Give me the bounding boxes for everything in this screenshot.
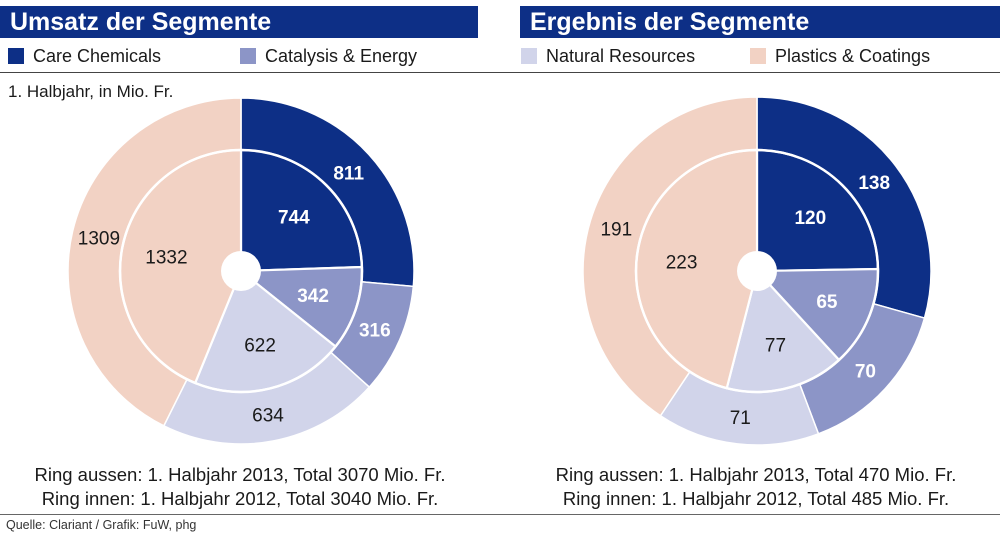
outer-label-care-chemicals-right: 138 — [858, 173, 890, 194]
inner-label-plastics-coatings-left: 1332 — [145, 247, 187, 268]
legend-swatch-natural-resources — [521, 48, 537, 64]
inner-label-catalysis-energy-left: 342 — [297, 286, 329, 307]
ring-note-outer-left: Ring aussen: 1. Halbjahr 2013, Total 307… — [34, 464, 446, 485]
donut-hole-right — [737, 251, 777, 291]
outer-label-catalysis-energy-right: 70 — [855, 361, 876, 382]
chart-title-right: Ergebnis der Segmente — [520, 6, 1000, 38]
inner-ring-outline-right — [634, 148, 880, 394]
legend-item-catalysis-energy: Catalysis & Energy — [240, 45, 417, 67]
inner-label-plastics-coatings-right: 223 — [666, 252, 698, 273]
outer-label-care-chemicals-left: 811 — [333, 164, 364, 185]
outer-label-natural-resources-right: 71 — [730, 408, 751, 429]
top-divider — [0, 72, 1000, 73]
inner-label-care-chemicals-left: 744 — [278, 207, 310, 228]
donut-hole-left — [221, 251, 261, 291]
legend-label-care-chemicals: Care Chemicals — [33, 45, 162, 66]
inner-ring-outline-left — [118, 148, 364, 394]
inner-label-natural-resources-left: 622 — [244, 336, 276, 357]
legend-swatch-plastics-coatings — [750, 48, 766, 64]
legend-label-catalysis-energy: Catalysis & Energy — [265, 45, 418, 66]
ring-notes-left: Ring aussen: 1. Halbjahr 2013, Total 307… — [20, 463, 460, 511]
ring-note-inner-right: Ring innen: 1. Halbjahr 2012, Total 485 … — [562, 488, 950, 509]
outer-label-plastics-coatings-left: 1309 — [78, 229, 120, 250]
ring-notes-right: Ring aussen: 1. Halbjahr 2013, Total 470… — [536, 463, 976, 511]
legend-item-plastics-coatings: Plastics & Coatings — [750, 45, 930, 67]
source-note: Quelle: Clariant / Grafik: FuW, phg — [6, 518, 197, 532]
legend-item-natural-resources: Natural Resources — [521, 45, 695, 67]
outer-label-catalysis-energy-left: 316 — [359, 321, 391, 342]
outer-label-plastics-coatings-right: 191 — [600, 219, 632, 240]
chart-subtitle: 1. Halbjahr, in Mio. Fr. — [8, 82, 174, 101]
legend-item-care-chemicals: Care Chemicals — [8, 45, 161, 67]
outer-label-natural-resources-left: 634 — [252, 406, 284, 427]
legend-swatch-care-chemicals — [8, 48, 24, 64]
ring-note-outer-right: Ring aussen: 1. Halbjahr 2013, Total 470… — [555, 464, 957, 485]
inner-label-care-chemicals-right: 120 — [794, 208, 826, 229]
legend-swatch-catalysis-energy — [240, 48, 256, 64]
inner-label-natural-resources-right: 77 — [765, 336, 786, 357]
legend-label-natural-resources: Natural Resources — [546, 45, 696, 66]
inner-label-catalysis-energy-right: 65 — [816, 292, 838, 313]
bottom-divider — [0, 514, 1000, 515]
ring-note-inner-left: Ring innen: 1. Halbjahr 2012, Total 3040… — [41, 488, 439, 509]
chart-title-left: Umsatz der Segmente — [0, 6, 478, 38]
legend-label-plastics-coatings: Plastics & Coatings — [775, 45, 931, 66]
